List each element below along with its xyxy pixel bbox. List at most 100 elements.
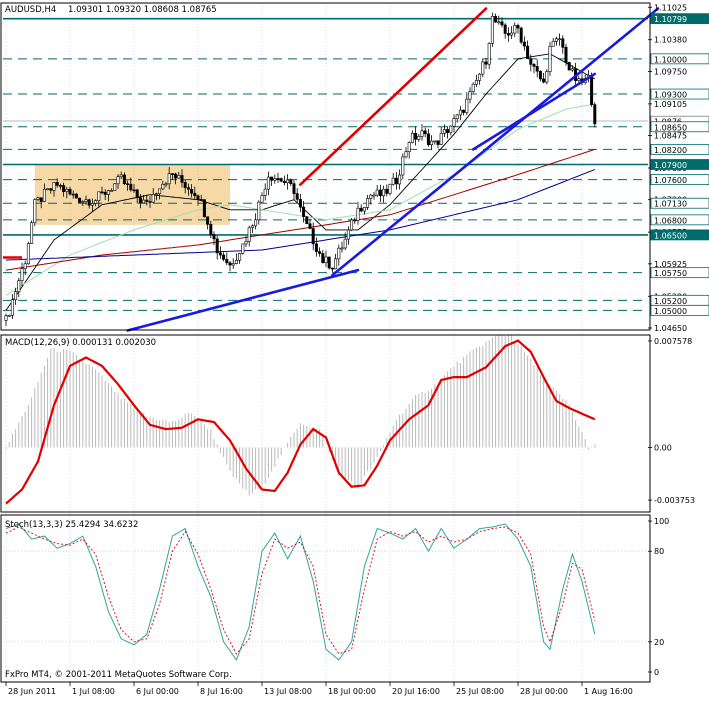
- trendline[interactable]: [471, 72, 597, 151]
- candle-body: [94, 200, 98, 204]
- candle-body: [593, 104, 597, 125]
- candle-body: [174, 173, 178, 179]
- level-label: 1.06500: [654, 231, 687, 240]
- candle-body: [58, 185, 62, 187]
- candle-body: [46, 188, 50, 190]
- trendline[interactable]: [126, 268, 360, 332]
- pane-border: [0, 2, 651, 331]
- time-axis-label: 1 Jul 08:00: [72, 687, 115, 696]
- price-pane[interactable]: 1.110251.103801.097501.091051.084751.078…: [3, 3, 709, 682]
- time-axis-label: 20 Jul 16:00: [392, 687, 440, 696]
- level-label: 1.05200: [654, 297, 687, 306]
- price-axis-label: 1.09105: [654, 100, 687, 109]
- candle-body: [455, 114, 459, 119]
- candle-body: [71, 193, 75, 196]
- candle-body: [126, 183, 130, 185]
- candle-body: [68, 188, 72, 195]
- candle-body: [423, 130, 427, 135]
- level-label: 1.05750: [654, 269, 687, 278]
- level-label: 1.08650: [654, 123, 687, 132]
- candle-body: [414, 132, 418, 140]
- candle-body: [289, 179, 293, 184]
- candle-body: [241, 243, 245, 254]
- price-axis: 1.110251.103801.097501.091051.084751.078…: [648, 3, 709, 333]
- candles: [4, 12, 597, 327]
- stochastic-pane[interactable]: 100 80 20 0 Stoch(13,3,3) 25.4294 34.6232 F…: [3, 517, 669, 680]
- candle-body: [33, 199, 37, 224]
- candle-body: [129, 183, 133, 191]
- candle-body: [564, 47, 568, 63]
- candle-body: [132, 189, 136, 192]
- copyright-footer: FxPro MT4, © 2001-2011 MetaQuotes Softwa…: [5, 670, 232, 680]
- candle-body: [548, 46, 552, 72]
- candle-body: [551, 41, 555, 47]
- level-label-box: [650, 53, 709, 65]
- candle-body: [321, 253, 325, 263]
- candle-body: [382, 188, 386, 197]
- candle-body: [388, 183, 392, 194]
- candle-body: [298, 199, 302, 208]
- candle-body: [570, 68, 574, 71]
- level-label-box: [650, 197, 709, 209]
- level-label-box: [650, 304, 709, 316]
- trendline[interactable]: [299, 7, 488, 186]
- candle-body: [206, 216, 210, 225]
- candle-body: [302, 206, 306, 218]
- candle-body: [394, 177, 398, 185]
- macd-label: MACD(12,26,9) 0.000131 0.002030: [5, 338, 156, 348]
- candle-body: [314, 243, 318, 252]
- pane-border: [0, 334, 651, 513]
- candle-body: [148, 201, 152, 203]
- time-axis-label: 13 Jul 08:00: [264, 687, 312, 696]
- candle-body: [490, 15, 494, 44]
- candle-body: [7, 314, 11, 317]
- candle-body: [145, 199, 149, 202]
- candle-body: [497, 21, 501, 24]
- candle-body: [106, 190, 110, 195]
- candle-body: [244, 240, 248, 245]
- candle-body: [199, 198, 203, 201]
- candle-body: [250, 225, 254, 229]
- candle-body: [366, 198, 370, 208]
- candle-body: [449, 125, 453, 133]
- time-axis-label: 8 Jul 16:00: [200, 687, 243, 696]
- candle-body: [231, 263, 235, 266]
- candle-body: [318, 251, 322, 254]
- candle-body: [356, 207, 360, 221]
- candle-body: [362, 207, 366, 212]
- macd-pane[interactable]: 0.007578 0.00 -0.003753 MACD(12,26,9) 0.00…: [5, 334, 695, 505]
- candle-body: [353, 219, 357, 222]
- candle-body: [295, 193, 299, 200]
- candle-body: [14, 291, 18, 300]
- level-label-box: [650, 174, 709, 185]
- time-axis-label: 28 Jun 2011: [8, 687, 56, 696]
- macd-axis-label: -0.003753: [654, 496, 695, 505]
- candle-body: [87, 199, 91, 206]
- candle-body: [282, 180, 286, 184]
- candle-body: [542, 78, 546, 83]
- candle-body: [42, 188, 46, 202]
- candle-body: [154, 193, 158, 195]
- candle-body: [177, 175, 181, 179]
- macd-signal-line: [5, 339, 596, 505]
- trendline[interactable]: [331, 7, 660, 277]
- candle-body: [142, 199, 146, 204]
- candle-body: [30, 222, 34, 244]
- candle-body: [526, 45, 530, 59]
- candle-body: [62, 185, 66, 192]
- candle-body: [436, 140, 440, 145]
- candle-body: [407, 142, 411, 152]
- candle-body: [110, 190, 114, 192]
- candle-body: [478, 73, 482, 81]
- trendlines[interactable]: [126, 7, 660, 332]
- candle-body: [439, 133, 443, 145]
- candle-body: [260, 195, 264, 203]
- candle-body: [183, 182, 187, 188]
- moving-average-line: [5, 103, 595, 296]
- candle-body: [513, 25, 517, 34]
- moving-average-line: [5, 148, 595, 271]
- candle-body: [254, 219, 258, 227]
